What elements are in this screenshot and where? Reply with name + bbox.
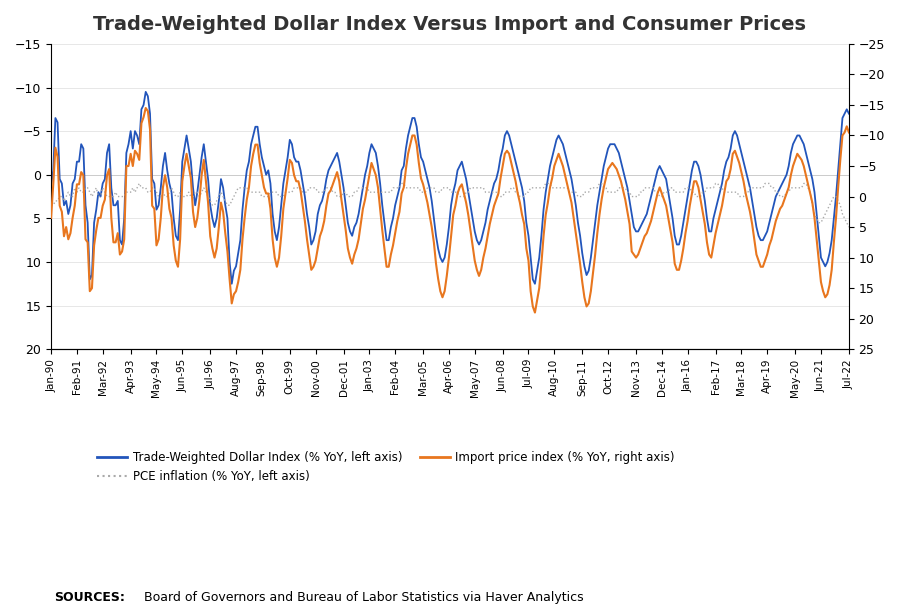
Legend: Trade-Weighted Dollar Index (% YoY, left axis), PCE inflation (% YoY, left axis): Trade-Weighted Dollar Index (% YoY, left… (93, 446, 680, 488)
PCE inflation (% YoY, left axis) (454, 193, 465, 200)
PCE inflation (% YoY, left axis) (148, 184, 159, 191)
PCE inflation (% YoY, left axis) (179, 193, 190, 200)
Import price index (% YoY, right axis) (317, 226, 328, 234)
PCE inflation (% YoY, left axis) (134, 180, 145, 187)
Trade-Weighted Dollar Index (% YoY, left axis) (831, 193, 842, 200)
PCE inflation (% YoY, left axis) (828, 193, 839, 200)
PCE inflation (% YoY, left axis) (843, 223, 854, 231)
Import price index (% YoY, right axis) (529, 309, 540, 316)
Trade-Weighted Dollar Index (% YoY, left axis) (319, 188, 329, 196)
Trade-Weighted Dollar Index (% YoY, left axis) (634, 223, 645, 231)
Import price index (% YoY, right axis) (831, 214, 842, 221)
Trade-Weighted Dollar Index (% YoY, left axis) (140, 88, 151, 95)
Trade-Weighted Dollar Index (% YoY, left axis) (179, 145, 190, 153)
Line: Trade-Weighted Dollar Index (% YoY, left axis): Trade-Weighted Dollar Index (% YoY, left… (51, 92, 849, 284)
PCE inflation (% YoY, left axis) (633, 193, 643, 200)
Line: PCE inflation (% YoY, left axis): PCE inflation (% YoY, left axis) (51, 183, 849, 227)
Import price index (% YoY, right axis) (148, 205, 159, 212)
Trade-Weighted Dollar Index (% YoY, left axis) (46, 181, 57, 189)
Title: Trade-Weighted Dollar Index Versus Import and Consumer Prices: Trade-Weighted Dollar Index Versus Impor… (94, 15, 806, 34)
Text: SOURCES:: SOURCES: (54, 591, 125, 604)
Trade-Weighted Dollar Index (% YoY, left axis) (456, 158, 467, 165)
Import price index (% YoY, right axis) (179, 162, 190, 170)
Import price index (% YoY, right axis) (634, 245, 645, 252)
Trade-Weighted Dollar Index (% YoY, left axis) (148, 180, 159, 187)
Import price index (% YoY, right axis) (454, 184, 465, 191)
Import price index (% YoY, right axis) (140, 105, 151, 112)
Trade-Weighted Dollar Index (% YoY, left axis) (226, 280, 237, 287)
Import price index (% YoY, right axis) (46, 214, 57, 221)
Text: Board of Governors and Bureau of Labor Statistics via Haver Analytics: Board of Governors and Bureau of Labor S… (140, 591, 583, 604)
Import price index (% YoY, right axis) (843, 129, 854, 136)
PCE inflation (% YoY, left axis) (317, 188, 328, 196)
Trade-Weighted Dollar Index (% YoY, left axis) (843, 110, 854, 117)
Line: Import price index (% YoY, right axis): Import price index (% YoY, right axis) (51, 108, 849, 312)
PCE inflation (% YoY, left axis) (46, 202, 57, 209)
